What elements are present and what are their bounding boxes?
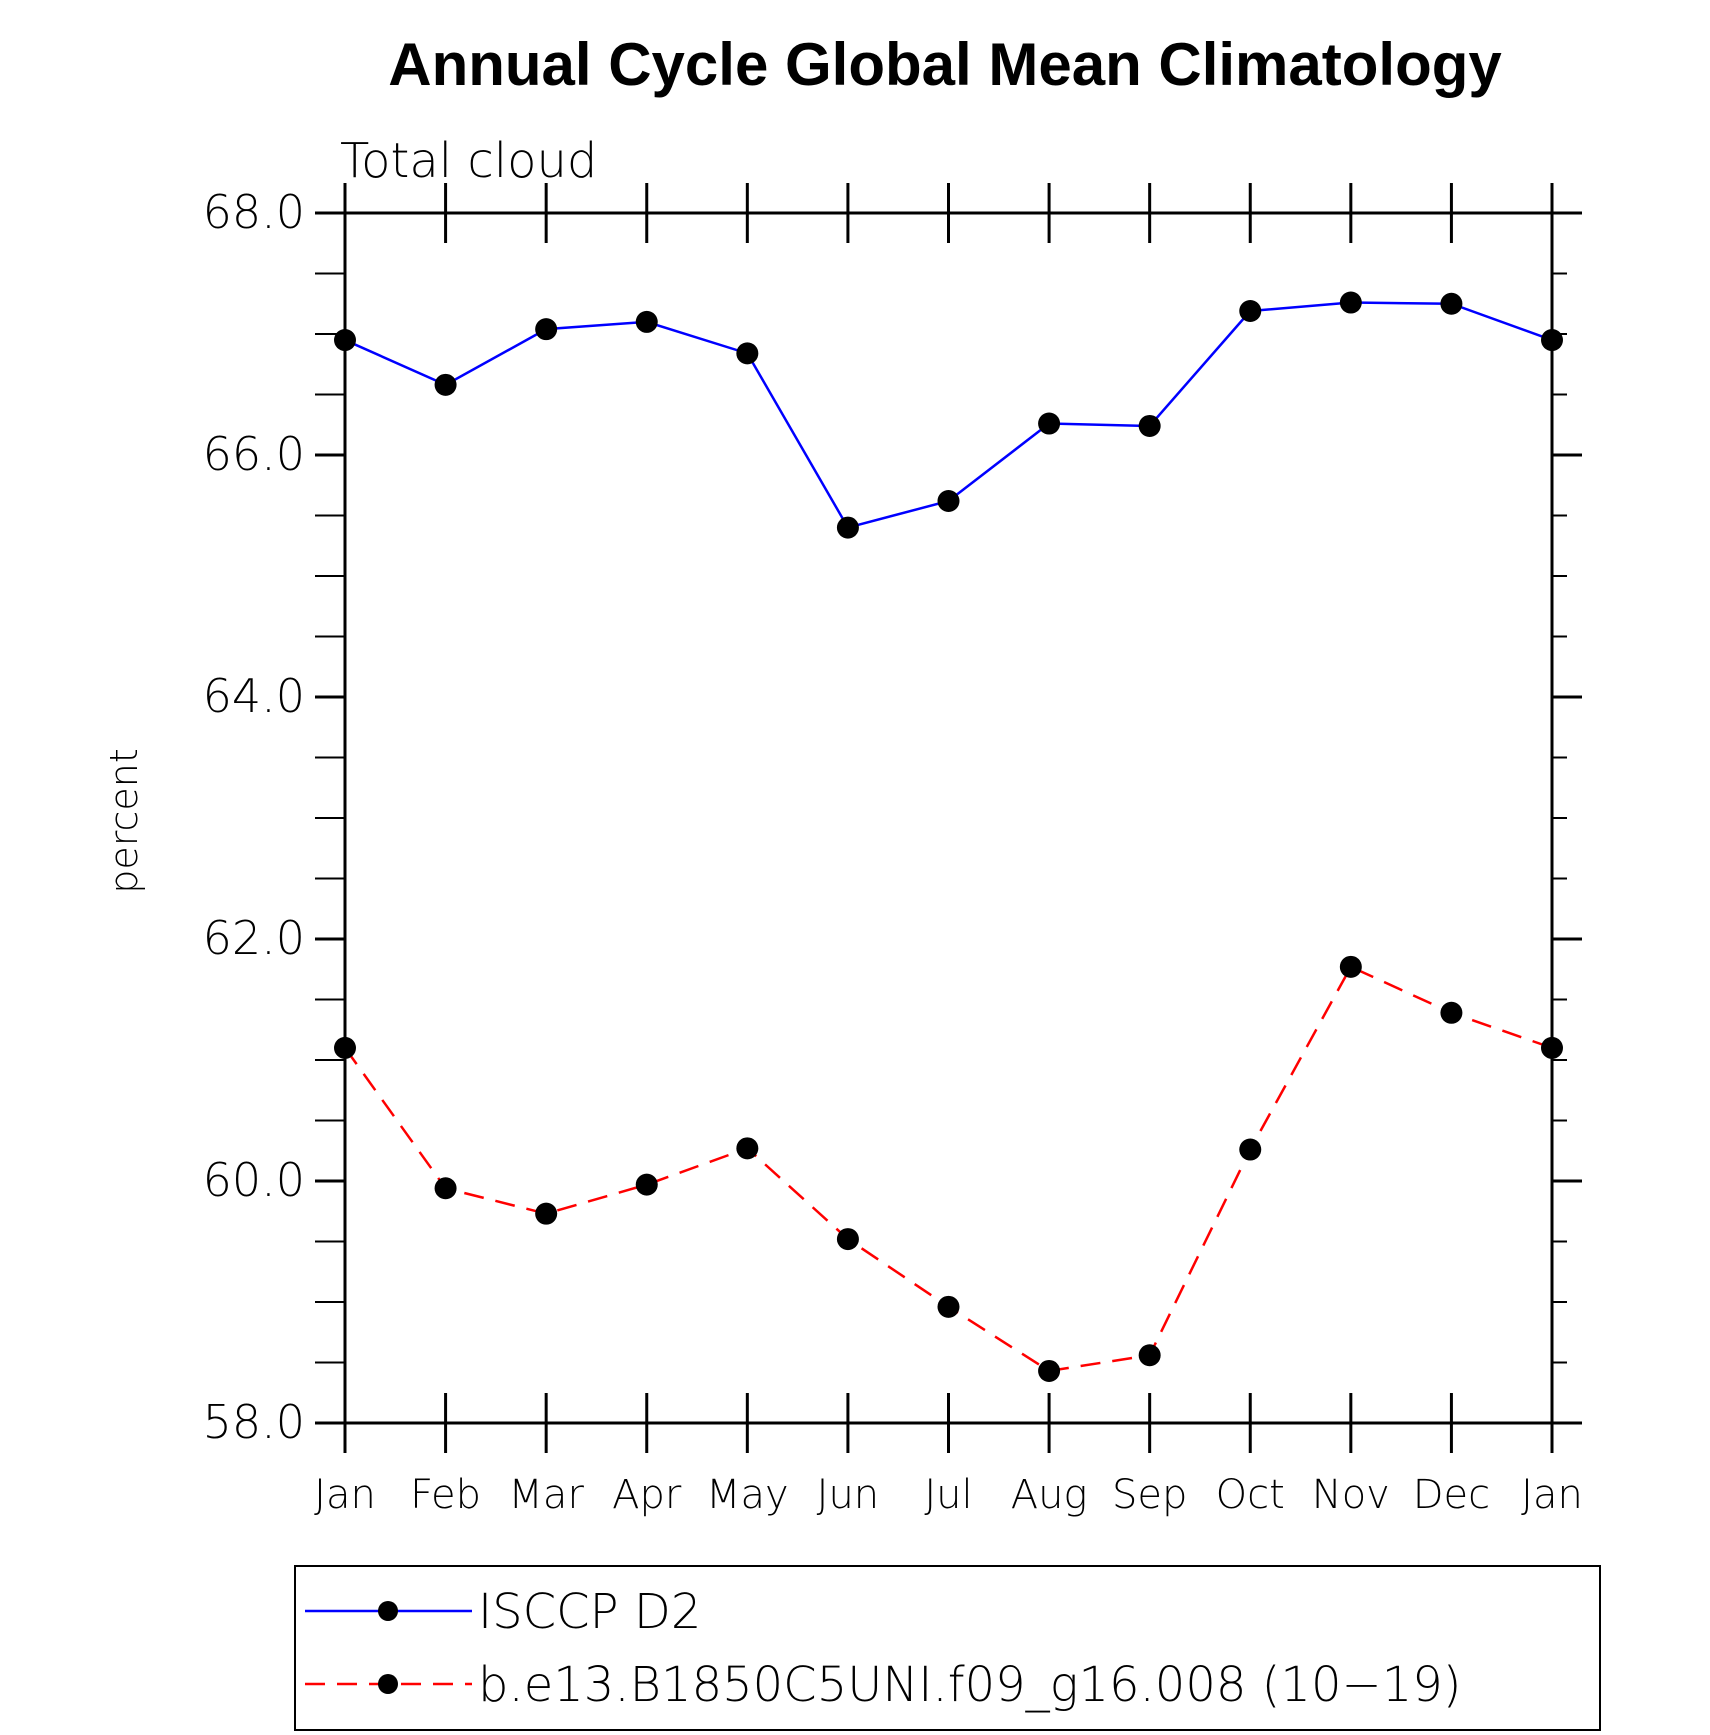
- data-point: [334, 329, 356, 352]
- axes: Jan Feb Mar Apr May Jun Jul Aug Sep Oct Nov Dec Jan5…: [203, 183, 1583, 1518]
- x-tick-label: Nov: [1312, 1472, 1390, 1518]
- data-point: [1339, 955, 1362, 978]
- x-tick-label: Dec: [1413, 1472, 1490, 1518]
- x-tick-label: Jul: [924, 1472, 972, 1518]
- data-point: [1038, 412, 1061, 435]
- legend-box: [294, 1565, 1601, 1731]
- legend-label-1: ISCCP D2: [478, 1584, 701, 1640]
- chart-subtitle: Total cloud: [340, 133, 597, 189]
- y-tick-label: 66.0: [203, 427, 305, 481]
- data-point: [836, 516, 859, 539]
- data-point: [1541, 1036, 1563, 1059]
- data-point: [1339, 291, 1362, 314]
- x-tick-label: Aug: [1011, 1472, 1088, 1518]
- data-point: [1440, 1001, 1463, 1024]
- data-point: [434, 1177, 457, 1200]
- legend: ISCCP D2 b.e13.B1850C5UNI.f09_g16.008 (10…: [294, 1565, 1601, 1731]
- data-point: [937, 1295, 960, 1318]
- legend-marker-1: [378, 1601, 398, 1621]
- x-tick-label: May: [706, 1472, 789, 1518]
- data-point: [635, 1173, 658, 1196]
- x-tick-label: Jan: [1521, 1472, 1583, 1518]
- x-tick-label: Jan: [314, 1472, 376, 1518]
- y-tick-label: 68.0: [203, 185, 305, 239]
- x-tick-label: Oct: [1216, 1472, 1285, 1518]
- data-point: [334, 1036, 356, 1059]
- data-point: [1541, 329, 1563, 352]
- data-point: [1038, 1359, 1061, 1382]
- x-tick-label: Mar: [508, 1472, 584, 1518]
- x-tick-label: Apr: [612, 1472, 682, 1518]
- legend-label-2: b.e13.B1850C5UNI.f09_g16.008 (10−19): [478, 1657, 1462, 1713]
- series-layer: [334, 291, 1563, 1382]
- data-point: [1138, 414, 1161, 437]
- x-tick-label: Jun: [817, 1472, 880, 1518]
- data-point: [836, 1228, 859, 1251]
- y-tick-label: 58.0: [203, 1395, 305, 1449]
- series-1: [334, 291, 1563, 539]
- y-tick-label: 64.0: [203, 669, 305, 723]
- data-point: [937, 489, 960, 512]
- x-tick-label: Feb: [410, 1472, 481, 1518]
- data-point: [736, 342, 759, 365]
- data-point: [1440, 292, 1463, 315]
- data-point: [736, 1137, 759, 1160]
- legend-marker-2: [378, 1674, 398, 1694]
- data-point: [1239, 1138, 1262, 1161]
- data-point: [434, 373, 457, 396]
- data-point: [635, 310, 658, 333]
- chart-title: Annual Cycle Global Mean Climatology: [388, 31, 1502, 98]
- data-point: [1239, 300, 1262, 323]
- data-point: [1138, 1344, 1161, 1367]
- plot-area-frame: [343, 211, 1554, 1425]
- series-2: [334, 955, 1563, 1382]
- data-point: [535, 1202, 558, 1225]
- y-axis-label: percent: [102, 748, 146, 894]
- y-tick-label: 62.0: [203, 911, 305, 965]
- y-tick-label: 60.0: [203, 1153, 305, 1207]
- x-tick-label: Sep: [1112, 1472, 1187, 1518]
- data-point: [535, 318, 558, 341]
